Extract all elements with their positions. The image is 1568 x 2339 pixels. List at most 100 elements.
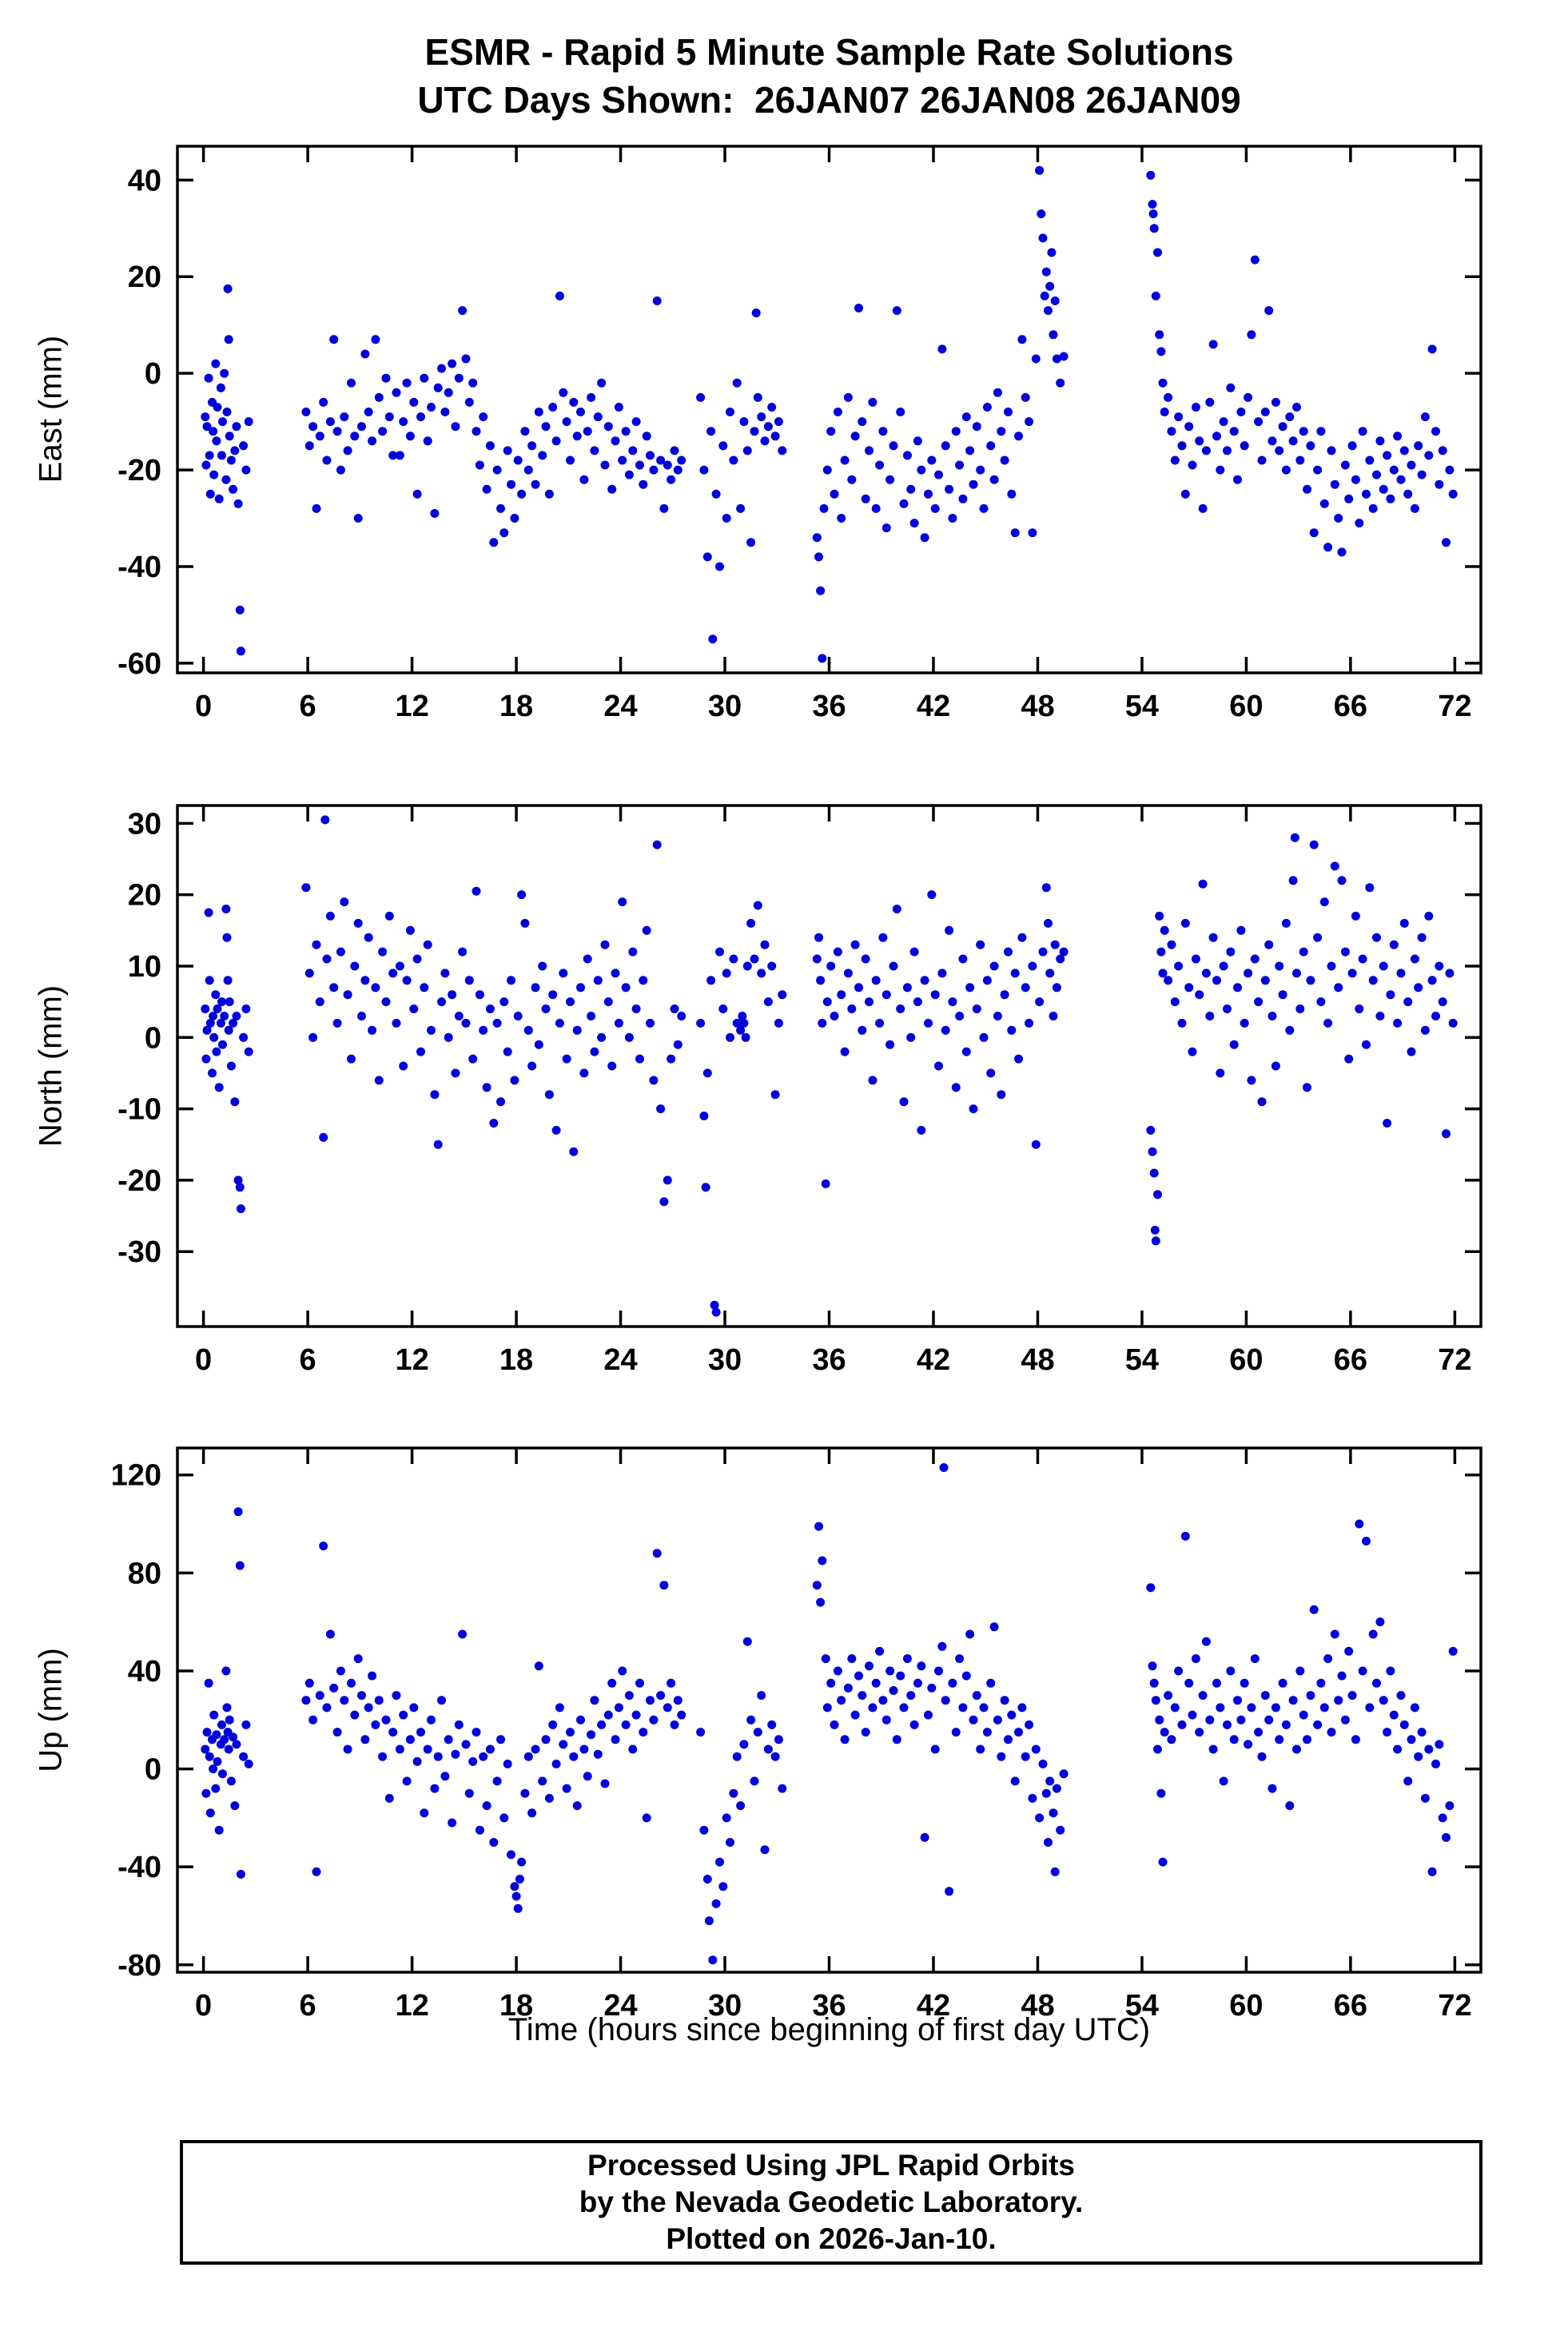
data-point [517, 1857, 527, 1867]
data-point [814, 933, 823, 942]
data-point [1223, 1720, 1232, 1729]
data-point [1347, 441, 1357, 451]
data-point [757, 412, 766, 422]
data-point [1155, 911, 1164, 921]
data-point [220, 1012, 229, 1020]
data-point [388, 1728, 398, 1737]
data-point [1442, 1129, 1451, 1139]
data-point [1337, 1671, 1347, 1681]
data-point [927, 1683, 937, 1693]
data-point [409, 397, 419, 407]
data-point [631, 417, 641, 427]
data-point [1151, 1236, 1160, 1246]
data-point [1268, 436, 1277, 446]
data-point [301, 408, 311, 416]
data-point [1257, 1097, 1267, 1107]
data-point [1226, 947, 1236, 957]
data-point [1306, 976, 1315, 985]
data-point [1216, 465, 1225, 475]
data-point [646, 1696, 655, 1705]
data-point [225, 1715, 234, 1724]
data-point [1049, 1012, 1058, 1020]
data-point [590, 446, 599, 455]
data-point [711, 1307, 721, 1317]
data-point [729, 1788, 738, 1798]
data-point [319, 1541, 328, 1551]
data-point [976, 940, 985, 949]
data-point [1372, 470, 1381, 479]
data-point [1025, 417, 1034, 427]
chart-title-line1: ESMR - Rapid 5 Minute Sample Rate Soluti… [424, 31, 1234, 73]
data-point [527, 1808, 537, 1818]
data-point [597, 1032, 607, 1042]
data-point [322, 455, 332, 465]
data-point [405, 925, 415, 935]
data-point [858, 1025, 867, 1035]
data-point [1313, 465, 1323, 475]
data-point [472, 427, 481, 436]
data-point [232, 422, 241, 432]
data-point [917, 1125, 926, 1135]
data-point [997, 1090, 1006, 1100]
data-point [965, 983, 975, 992]
data-point [510, 514, 519, 523]
x-tick-label: 48 [1021, 690, 1054, 723]
data-point [1389, 465, 1399, 475]
data-point [1164, 1691, 1173, 1701]
data-point [906, 1032, 916, 1042]
data-point [1257, 1752, 1267, 1761]
data-point [1285, 412, 1295, 422]
data-point [767, 961, 777, 971]
data-point [1271, 1703, 1280, 1712]
data-point [702, 1068, 712, 1078]
data-point [222, 1703, 232, 1712]
data-point [1403, 1776, 1413, 1786]
x-tick-label: 60 [1229, 1989, 1263, 2023]
data-point [1017, 1703, 1027, 1712]
data-point [1028, 1793, 1037, 1803]
data-point [437, 1696, 446, 1705]
data-point [301, 1696, 311, 1705]
data-point [607, 1678, 617, 1688]
data-point [1017, 335, 1027, 344]
data-point [667, 1678, 676, 1688]
data-point [982, 403, 992, 412]
data-point [308, 1032, 318, 1042]
data-point [475, 990, 484, 1000]
data-point [702, 1875, 712, 1884]
data-point [569, 1147, 579, 1156]
data-point [1050, 940, 1060, 949]
data-point [1177, 1018, 1187, 1028]
x-tick-label: 36 [812, 1343, 846, 1377]
y-tick-label: 0 [145, 1021, 161, 1055]
data-point [220, 1735, 229, 1744]
data-point [427, 403, 436, 412]
data-point [830, 489, 839, 499]
data-point [205, 976, 214, 985]
data-point [816, 976, 826, 985]
data-point [559, 388, 568, 397]
data-point [1233, 475, 1242, 484]
data-point [818, 1018, 827, 1028]
data-point [475, 460, 484, 470]
x-axis-label: Time (hours since beginning of first day… [507, 2012, 1151, 2047]
data-point [865, 997, 874, 1007]
data-point [461, 1018, 471, 1028]
data-point [889, 441, 898, 451]
data-point [814, 552, 823, 562]
data-point [1010, 528, 1020, 538]
data-point [1327, 961, 1336, 971]
data-point [566, 1728, 575, 1737]
data-point [1219, 417, 1228, 427]
data-point [760, 1845, 770, 1855]
data-point [1208, 1744, 1218, 1754]
data-point [511, 1891, 521, 1901]
data-point [541, 1004, 551, 1013]
data-point [670, 1720, 679, 1729]
data-point [430, 1784, 440, 1793]
data-point [1278, 990, 1287, 1000]
data-point [847, 475, 857, 484]
data-point [778, 446, 787, 455]
data-point [357, 422, 366, 432]
